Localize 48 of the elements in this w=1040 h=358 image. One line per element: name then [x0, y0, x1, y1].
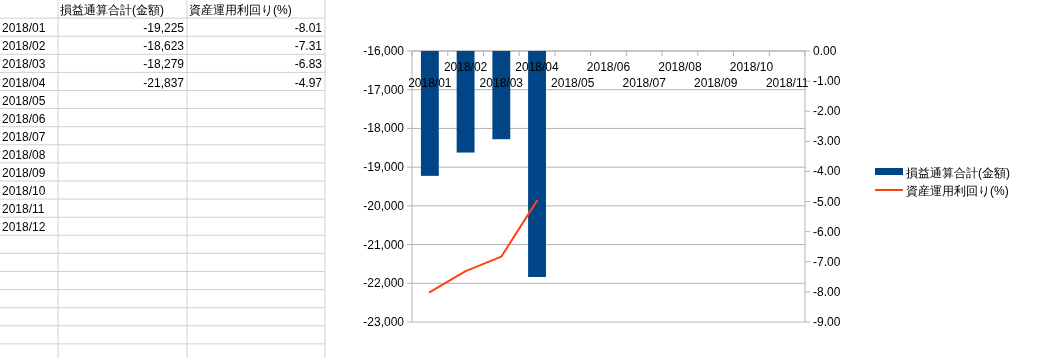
data-label: -18,623 — [143, 39, 185, 54]
y2-tick-label: -5.00 — [813, 194, 841, 209]
category-label: 2018/05 — [2, 93, 46, 108]
y2-tick-label: 0.00 — [813, 44, 837, 58]
category-label: 2018/01 — [2, 21, 46, 36]
y-tick-label: -18,000 — [363, 121, 405, 136]
data-label: -21,837 — [143, 75, 185, 90]
y2-tick-label: -1.00 — [813, 74, 841, 89]
text: 損益通算合計(金額) — [60, 3, 164, 18]
y-tick-label: -17,000 — [363, 82, 405, 97]
x-tick-label: 2018/09 — [693, 76, 738, 90]
y2-tick-label: -4.00 — [813, 164, 841, 179]
category-label: 2018/09 — [2, 166, 46, 180]
category-label: 2018/07 — [2, 129, 46, 144]
data-label: -6.83 — [294, 57, 323, 72]
text: 資産運用利回り(%) — [189, 3, 292, 18]
y-tick-label: -20,000 — [363, 198, 405, 213]
legend-label: 損益通算合計(金額) — [906, 166, 1010, 180]
y-tick-label: -21,000 — [363, 237, 405, 252]
y2-tick-label: -6.00 — [813, 224, 841, 239]
data-label: -19,225 — [143, 21, 185, 36]
x-tick-label: 2018/07 — [622, 76, 667, 90]
y2-tick-label: -8.00 — [813, 284, 841, 299]
legend-label: 資産運用利回り(%) — [906, 184, 1009, 198]
data-label: -4.97 — [294, 75, 323, 90]
x-tick-label: 2018/06 — [586, 60, 631, 74]
y2-tick-label: -2.00 — [813, 104, 841, 119]
x-tick-label: 2018/11 — [765, 76, 809, 90]
x-tick-label: 2018/10 — [729, 60, 774, 74]
y-tick-label: -22,000 — [363, 276, 405, 291]
y2-tick-label: -3.00 — [813, 134, 841, 149]
y-tick-label: -23,000 — [363, 315, 405, 329]
x-tick-label: 2018/05 — [551, 76, 595, 90]
category-label: 2018/06 — [2, 111, 46, 126]
category-label: 2018/02 — [2, 39, 46, 54]
y2-tick-label: -7.00 — [813, 254, 841, 269]
data-label: -18,279 — [143, 57, 185, 72]
data-label: -7.31 — [294, 39, 323, 54]
line-series — [428, 199, 539, 294]
y-tick-label: -16,000 — [363, 44, 405, 58]
category-label: 2018/08 — [2, 147, 46, 162]
y2-tick-label: -9.00 — [813, 315, 841, 329]
category-label: 2018/12 — [2, 220, 46, 235]
y-tick-label: -19,000 — [363, 160, 405, 175]
x-tick-label: 2018/08 — [658, 60, 702, 74]
data-label: -8.01 — [294, 21, 323, 36]
category-label: 2018/11 — [2, 202, 45, 217]
category-label: 2018/10 — [2, 184, 46, 199]
